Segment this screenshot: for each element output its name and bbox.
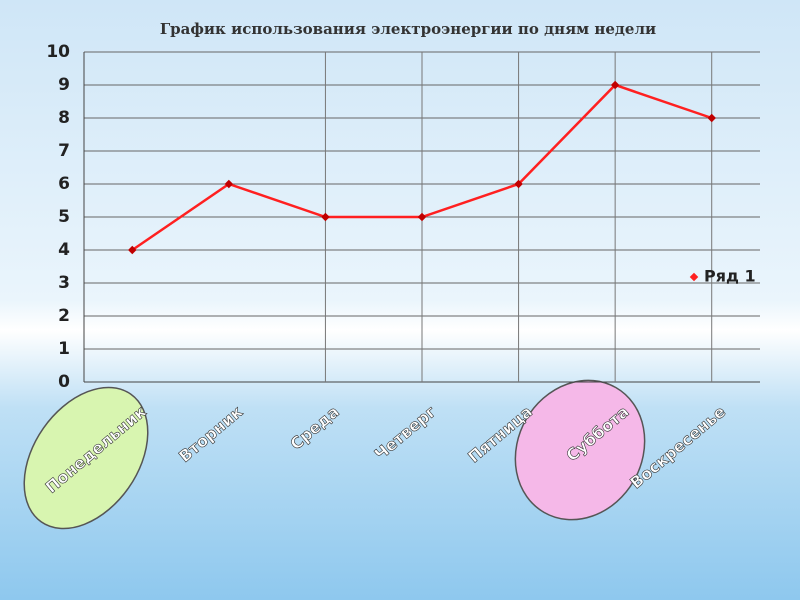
- y-tick-label: 9: [58, 75, 70, 95]
- y-tick-label: 3: [58, 273, 70, 293]
- y-tick-label: 6: [58, 174, 70, 194]
- highlight-ellipse: [514, 379, 646, 521]
- data-point: [417, 212, 427, 222]
- y-tick-label: 7: [58, 141, 70, 161]
- y-tick-label: 8: [58, 108, 70, 128]
- y-tick-label: 10: [46, 42, 70, 62]
- legend-marker: [689, 272, 699, 282]
- chart-title: График использования электроэнергии по д…: [160, 20, 656, 38]
- y-tick-label: 2: [58, 306, 70, 326]
- data-point: [224, 179, 234, 189]
- data-point: [321, 212, 330, 222]
- y-tick-label: 0: [58, 372, 70, 392]
- y-tick-label: 4: [58, 240, 70, 260]
- y-tick-label: 1: [58, 339, 70, 359]
- data-point: [128, 245, 137, 255]
- y-tick-label: 5: [58, 207, 70, 227]
- legend-label: Ряд 1: [704, 267, 756, 286]
- highlight-ellipse: [23, 386, 149, 530]
